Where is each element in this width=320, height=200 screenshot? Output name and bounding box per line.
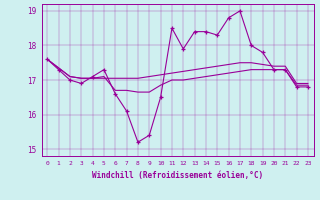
X-axis label: Windchill (Refroidissement éolien,°C): Windchill (Refroidissement éolien,°C) [92,171,263,180]
